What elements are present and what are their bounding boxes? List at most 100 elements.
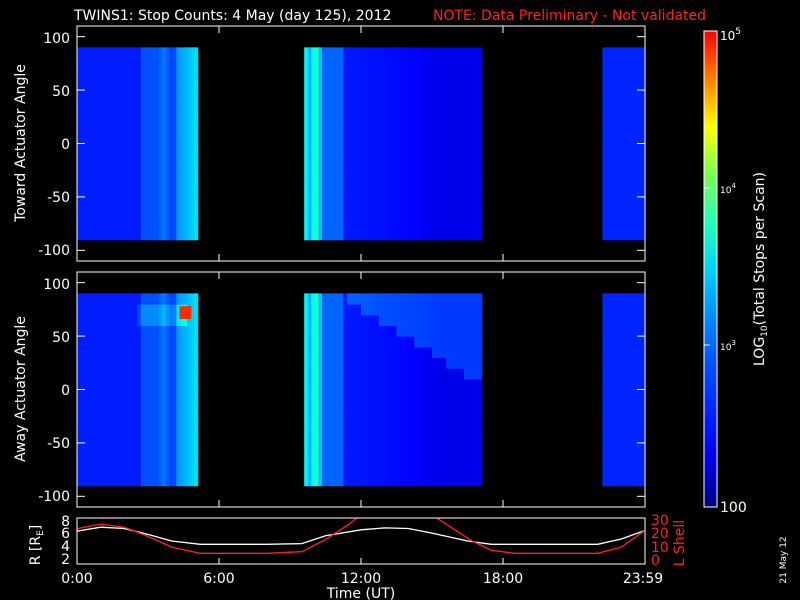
heatmap-cell [158,164,163,177]
heatmap-cell [453,100,458,113]
heatmap-cell [336,143,341,155]
heatmap-cell [368,400,373,412]
heatmap-cell [339,164,344,177]
heatmap-cell [158,389,163,401]
heatmap-cell [162,314,167,327]
heatmap-cell [187,400,192,412]
heatmap-cell [424,293,430,305]
heatmap-cell [474,474,479,487]
heatmap-cell [84,143,89,155]
heatmap-cell [77,143,82,155]
heatmap-cell [350,293,355,305]
heatmap-cell [609,314,614,327]
radius-ytick-6: 6 [61,526,70,542]
heatmap-cell [471,474,476,487]
heatmap-cell [140,314,146,327]
heatmap-cell [378,154,383,166]
heatmap-cell [332,453,337,465]
heatmap-cell [453,336,458,348]
heatmap-cell [421,68,426,81]
heatmap-cell [353,90,359,102]
heatmap-cell [87,400,92,412]
heatmap-cell [137,410,142,423]
heatmap-cell [616,304,621,316]
heatmap-cell [137,325,142,337]
colorbar-title: LOG10(Total Stops per Scan) [752,172,770,366]
heatmap-cell [421,346,426,359]
heatmap-cell [148,357,153,369]
heatmap-cell [151,122,156,134]
heatmap-cell [368,207,373,219]
heatmap-cell [108,58,114,70]
heatmap-cell [162,357,167,369]
heatmap-cell [364,79,369,91]
heatmap-cell [602,186,607,198]
heatmap-cell [172,474,177,487]
heatmap-cell [80,410,85,423]
heatmap-cell [190,336,195,348]
heatmap-cell [311,368,316,380]
heatmap-cell [471,314,476,327]
heatmap-cell [428,474,433,487]
heatmap-cell [439,154,444,166]
heatmap-cell [424,143,430,155]
heatmap-cell [361,378,366,391]
heatmap-cell [304,378,309,391]
heatmap-cell [364,421,369,433]
heatmap-cell [474,442,479,455]
heatmap-cell [194,90,199,102]
heatmap-cell [318,218,323,230]
heatmap-cell [400,196,405,209]
heatmap-cell [162,90,167,102]
heatmap-cell [357,196,362,209]
heatmap-cell [460,336,465,348]
heatmap-cell [417,453,422,465]
heatmap-cell [375,186,380,198]
heatmap-cell [169,58,174,70]
heatmap-cell [311,464,316,476]
heatmap-cell [392,175,398,187]
heatmap-cell [460,378,465,391]
heatmap-cell [194,442,199,455]
heatmap-cell [357,68,362,81]
heatmap-cell [77,378,82,391]
heatmap-cell [400,207,405,219]
heatmap-cell [105,47,110,59]
heatmap-cell [137,368,142,380]
heatmap-cell [421,196,426,209]
heatmap-cell [101,325,106,337]
heatmap-cell [350,474,355,487]
heatmap-cell [435,293,440,305]
heatmap-cell [471,357,476,369]
heatmap-cell [339,196,344,209]
heatmap-cell [385,464,390,476]
heatmap-cell [605,474,611,487]
heatmap-cell [130,346,135,359]
heatmap-cell [478,421,483,433]
heatmap-cell [375,389,380,401]
heatmap-cell [410,432,415,444]
heatmap-cell [446,196,451,209]
heatmap-cell [140,400,146,412]
heatmap-cell [456,218,461,230]
heatmap-cell [407,304,412,316]
heatmap-cell [414,122,419,134]
heatmap-cell [616,453,621,465]
heatmap-cell [353,207,359,219]
heatmap-cell [605,186,611,198]
heatmap-cell [94,79,99,91]
heatmap-cell [179,47,185,59]
heatmap-cell [332,325,337,337]
heatmap-cell [148,164,153,177]
heatmap-cell [194,293,199,305]
heatmap-cell [130,432,135,444]
heatmap-cell [400,378,405,391]
heatmap-cell [463,122,469,134]
heatmap-cell [435,368,440,380]
heatmap-cell [130,421,135,433]
heatmap-cell [396,357,401,369]
heatmap-cell [155,207,160,219]
heatmap-cell [123,154,128,166]
heatmap-cell [183,196,188,209]
heatmap-cell [336,368,341,380]
